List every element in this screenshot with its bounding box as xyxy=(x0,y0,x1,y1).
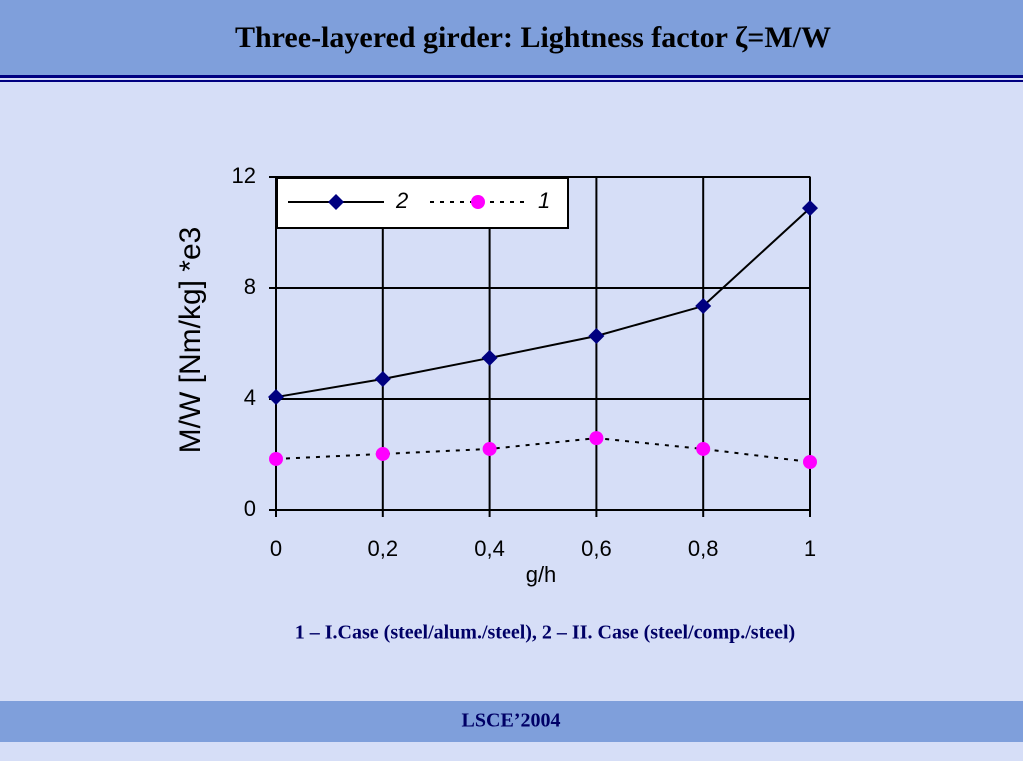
header-rule xyxy=(0,75,1023,78)
marker xyxy=(695,298,712,315)
x-axis-label: g/h xyxy=(526,562,557,587)
slide-title: Three-layered girder: Lightness factor ζ… xyxy=(235,21,831,54)
x-tick-label: 0,4 xyxy=(474,536,505,561)
x-tick-label: 0 xyxy=(270,536,282,561)
marker xyxy=(269,451,283,466)
marker xyxy=(375,446,390,461)
marker xyxy=(374,371,391,388)
marker xyxy=(328,194,344,210)
marker xyxy=(268,389,284,406)
legend-label: 1 xyxy=(538,188,550,213)
marker xyxy=(588,328,605,345)
series-line xyxy=(275,437,811,463)
marker xyxy=(589,431,604,446)
header-band xyxy=(0,0,1023,75)
x-tick-label: 1 xyxy=(804,536,816,561)
footer: LSCE’2004 xyxy=(462,710,561,732)
marker xyxy=(471,195,485,209)
marker xyxy=(802,200,818,217)
footer-band xyxy=(0,701,1023,742)
chart: 0 4 8 12 0 0,2 0,4 0,6 0,8 1 g/h M/W [Nm/kg] *e3 2 1 xyxy=(174,163,818,587)
y-axis-label: M/W [Nm/kg] *e3 xyxy=(174,227,207,454)
x-tick-label: 0,6 xyxy=(581,536,612,561)
y-tick-label: 0 xyxy=(244,496,256,521)
caption: 1 – I.Case (steel/alum./steel), 2 – II. … xyxy=(295,622,795,644)
marker xyxy=(696,441,711,456)
marker xyxy=(481,349,498,366)
y-tick-label: 4 xyxy=(244,385,256,410)
x-tick-label: 0,8 xyxy=(688,536,719,561)
y-tick-label: 8 xyxy=(244,274,256,299)
marker xyxy=(803,454,817,469)
y-tick-label: 12 xyxy=(232,163,256,188)
series-line xyxy=(275,207,811,399)
x-tick-label: 0,2 xyxy=(368,536,399,561)
marker xyxy=(482,441,497,456)
legend-label: 2 xyxy=(395,188,408,213)
header-rule xyxy=(0,80,1023,82)
